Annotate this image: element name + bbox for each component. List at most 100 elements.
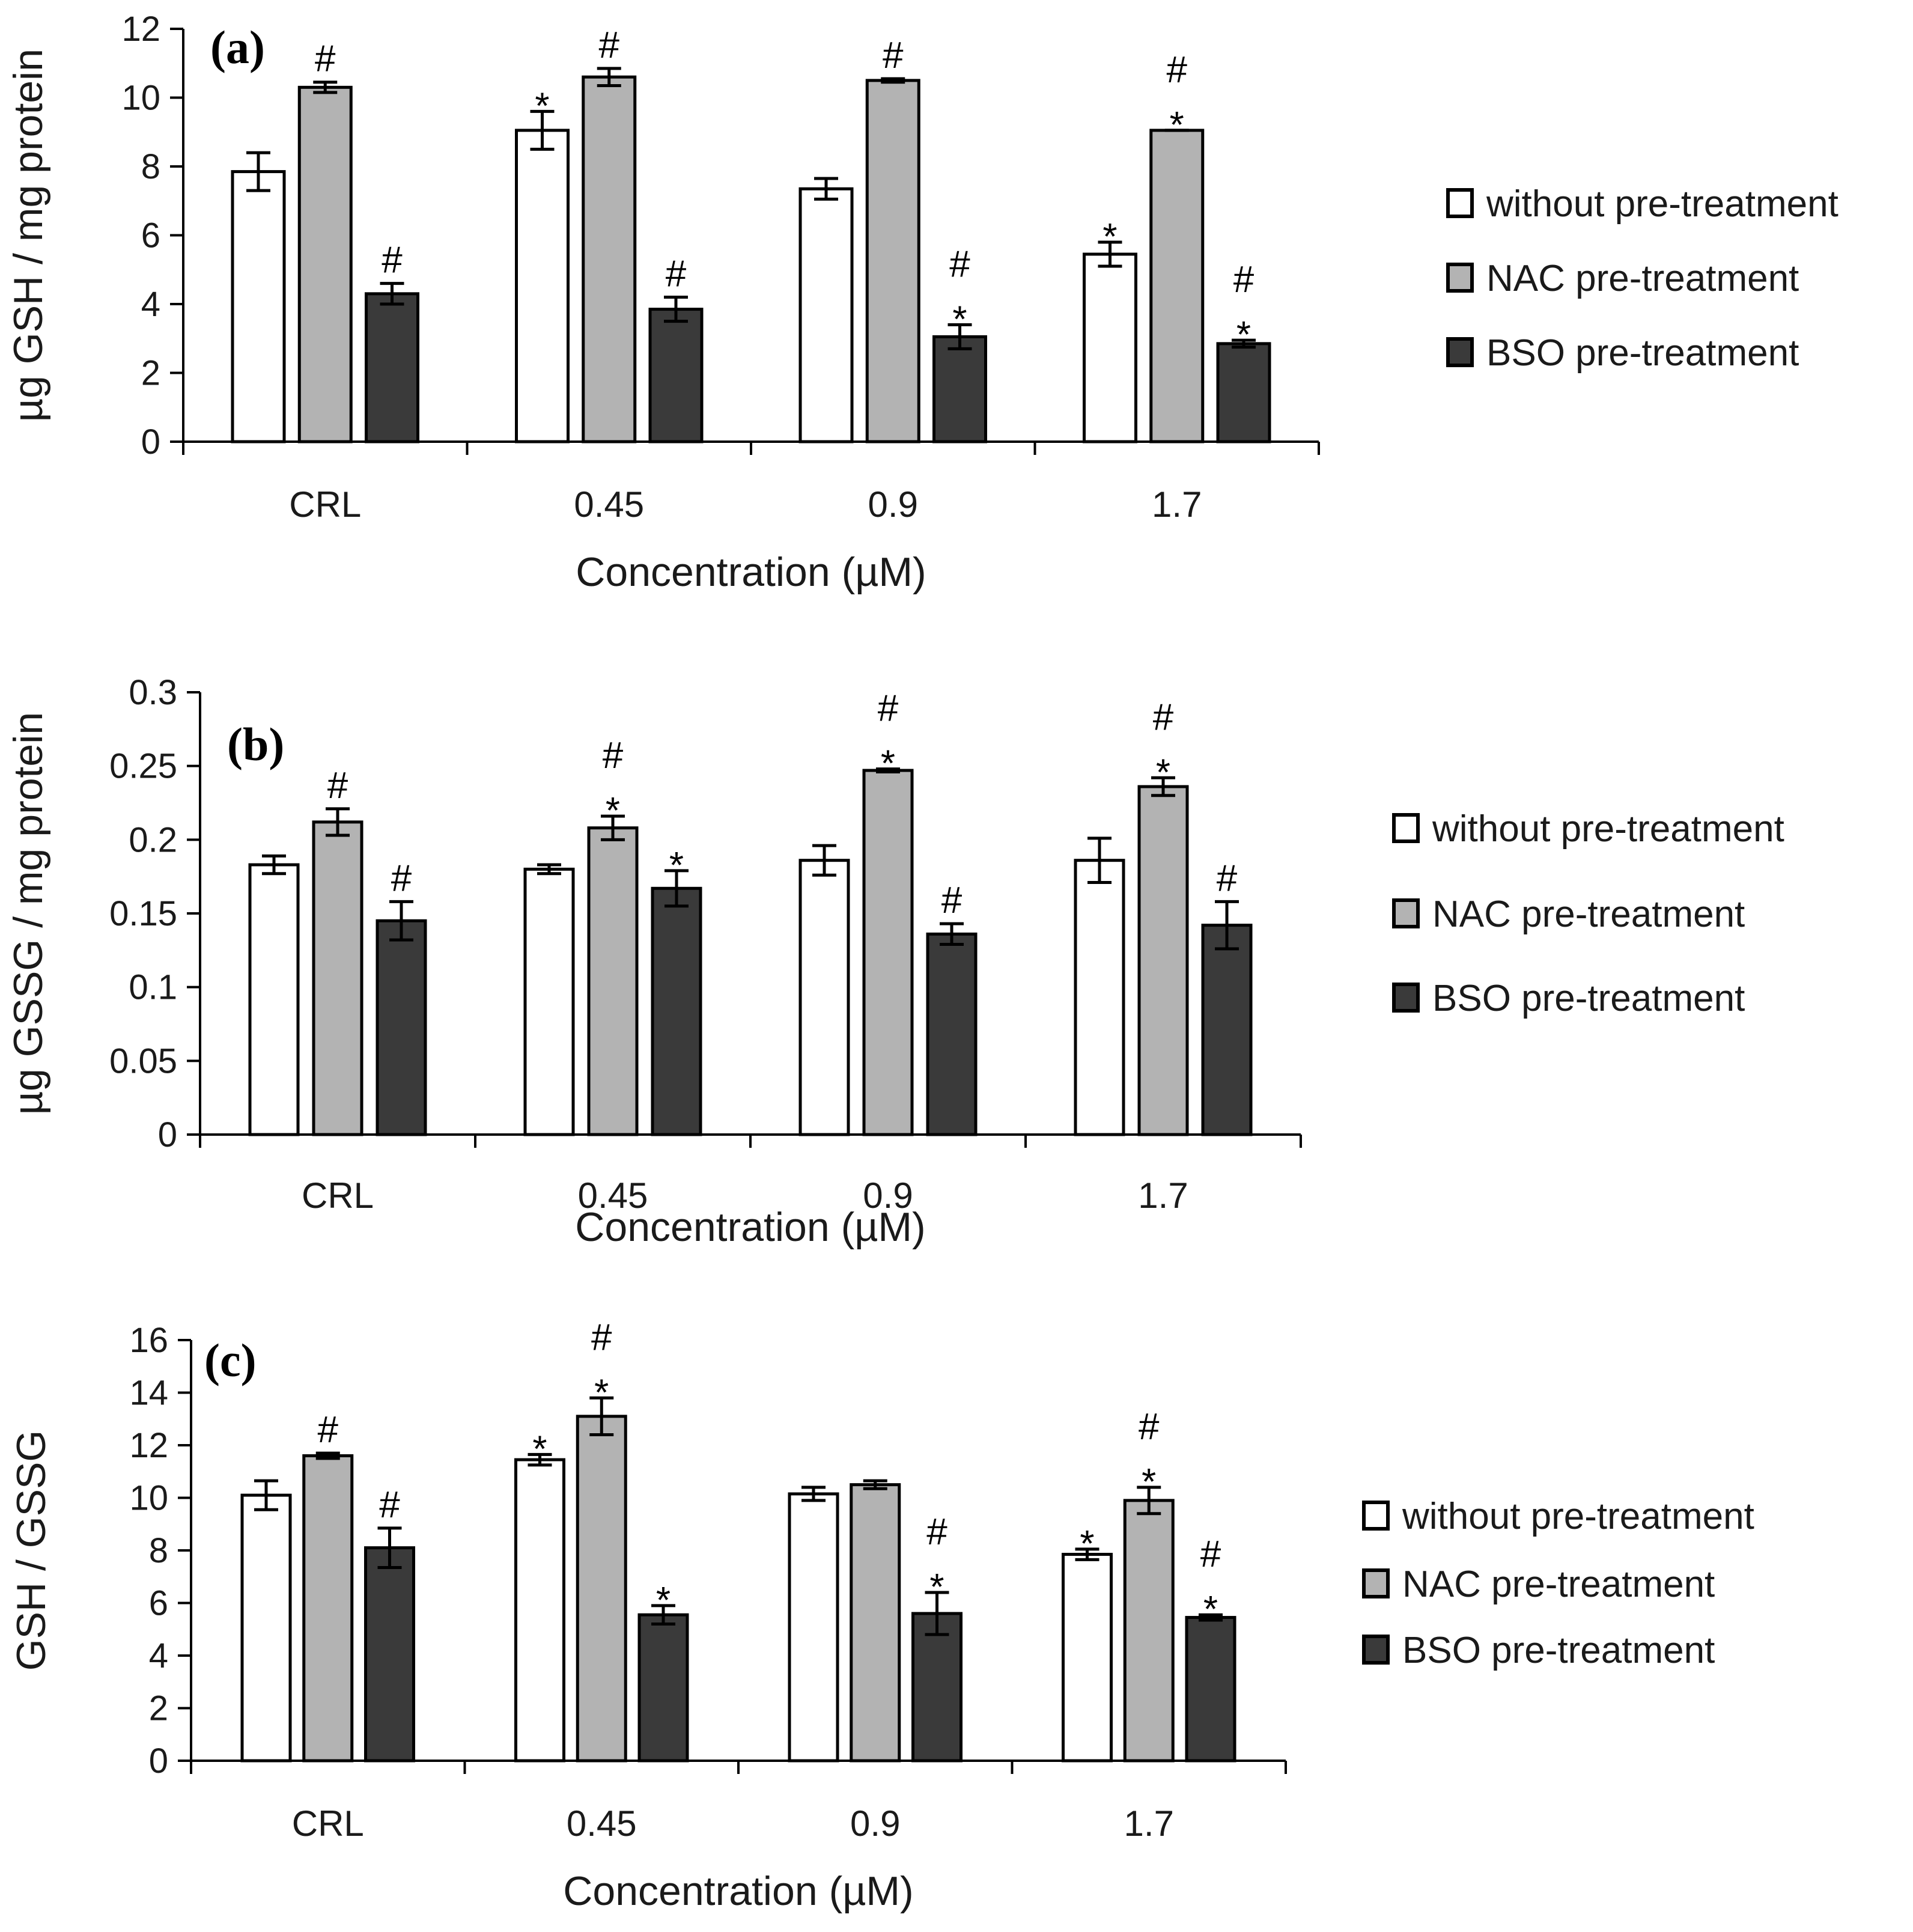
significance-hash: # <box>603 735 624 776</box>
y-axis-title: µg GSSG / mg protein <box>5 712 51 1115</box>
error-bar <box>537 863 561 876</box>
legend-label: without pre-treatment <box>1402 1496 1754 1537</box>
legend-swatch <box>1362 1568 1390 1598</box>
significance-hash: # <box>327 765 348 806</box>
significance-asterisk: * <box>606 790 620 832</box>
chart-panel-3: 0 2 4 6 8 10 12 14 16 # # CRL * * # * 0.45 * #0.9 * * # * #1.7 C… <box>8 1317 1754 1914</box>
error-bar <box>528 1452 552 1467</box>
error-bar <box>1075 1547 1099 1561</box>
bar-2-0 <box>364 1546 415 1763</box>
y-tick-label: 4 <box>149 1636 168 1675</box>
significance-asterisk: * <box>1080 1523 1094 1565</box>
error-bar <box>812 844 836 877</box>
legend-label: NAC pre-treatment <box>1432 894 1745 935</box>
error-bar <box>530 109 555 151</box>
bar-1-2 <box>862 769 914 1136</box>
significance-asterisk: * <box>881 743 895 785</box>
significance-asterisk: * <box>1170 105 1184 146</box>
y-tick-label: 0.2 <box>129 820 177 859</box>
bar-1-2 <box>850 1483 901 1763</box>
significance-hash: # <box>1167 49 1188 91</box>
y-tick-label: 0.15 <box>109 894 177 933</box>
bar-0-1 <box>515 129 570 443</box>
bar-2-3 <box>1185 1616 1236 1763</box>
significance-hash: # <box>1200 1534 1221 1575</box>
error-bar <box>315 1451 340 1460</box>
y-tick-label: 6 <box>149 1584 168 1623</box>
legend-label: BSO pre-treatment <box>1402 1630 1715 1671</box>
significance-hash: # <box>591 1317 612 1358</box>
y-axis-title: GSH / GSSG <box>8 1430 54 1671</box>
bar-2-1 <box>637 1613 689 1763</box>
bar-2-2 <box>926 932 978 1136</box>
x-axis-title: Concentration (µM) <box>576 549 926 595</box>
legend-label: NAC pre-treatment <box>1486 258 1799 299</box>
y-tick-label: 6 <box>141 216 160 255</box>
error-bar <box>814 177 838 201</box>
y-tick-label: 14 <box>129 1374 168 1413</box>
error-bar <box>246 151 270 192</box>
significance-hash: # <box>883 35 904 76</box>
significance-asterisk: * <box>656 1580 671 1621</box>
significance-asterisk: * <box>929 1567 944 1608</box>
significance-asterisk: * <box>1236 314 1251 356</box>
error-bar <box>254 1479 278 1511</box>
bar-2-3 <box>1201 924 1253 1136</box>
legend-label: without pre-treatment <box>1432 808 1784 850</box>
panel-label: (a) <box>210 21 265 73</box>
significance-asterisk: * <box>1156 752 1170 793</box>
category-label: 0.9 <box>850 1803 900 1844</box>
error-bar <box>1137 1486 1161 1516</box>
error-bar <box>597 67 621 87</box>
panel-label: (b) <box>227 718 284 770</box>
category-label: 1.7 <box>1138 1175 1188 1216</box>
significance-asterisk: * <box>1142 1461 1156 1503</box>
y-tick-label: 8 <box>141 147 160 186</box>
significance-asterisk: * <box>532 1428 547 1470</box>
bar-0-3 <box>1083 252 1137 443</box>
bar-2-3 <box>1216 342 1271 443</box>
error-bar <box>651 1604 675 1626</box>
y-tick-label: 0.1 <box>129 968 177 1007</box>
bar-1-0 <box>297 85 353 443</box>
significance-hash: # <box>878 688 899 730</box>
bar-0-2 <box>798 859 850 1136</box>
error-bar <box>1215 900 1239 951</box>
bar-0-1 <box>523 867 575 1136</box>
bar-1-1 <box>576 1415 627 1763</box>
significance-asterisk: * <box>952 299 967 340</box>
bar-0-1 <box>514 1458 565 1763</box>
bar-0-2 <box>798 187 854 443</box>
legend-swatch <box>1392 898 1420 928</box>
y-tick-label: 10 <box>129 1479 168 1518</box>
significance-hash: # <box>949 243 970 285</box>
legend-label: NAC pre-treatment <box>1402 1564 1715 1605</box>
error-bar <box>1199 1613 1223 1622</box>
legend-swatch <box>1362 1635 1390 1665</box>
bar-1-3 <box>1137 785 1189 1136</box>
significance-hash: # <box>379 1484 400 1526</box>
bar-1-3 <box>1123 1499 1175 1763</box>
y-tick-label: 0 <box>149 1742 168 1781</box>
error-bar <box>326 807 350 837</box>
category-label: CRL <box>302 1175 374 1216</box>
y-tick-label: 0 <box>158 1115 177 1154</box>
y-tick-label: 16 <box>129 1321 168 1360</box>
significance-hash: # <box>1233 259 1255 300</box>
x-axis-title: Concentration (µM) <box>575 1204 925 1250</box>
error-bar <box>262 854 286 876</box>
error-bar <box>665 869 689 908</box>
y-tick-label: 2 <box>141 354 160 393</box>
error-bar <box>801 1486 826 1502</box>
significance-hash: # <box>391 858 412 899</box>
category-label: 0.9 <box>863 1175 913 1216</box>
legend-swatch <box>1392 983 1420 1013</box>
error-bar <box>313 81 338 94</box>
error-bar <box>881 77 905 84</box>
y-tick-label: 0.25 <box>109 747 177 786</box>
category-label: 0.45 <box>574 484 644 525</box>
significance-hash: # <box>382 240 403 281</box>
significance-hash: # <box>1217 858 1238 899</box>
category-label: CRL <box>289 484 361 525</box>
